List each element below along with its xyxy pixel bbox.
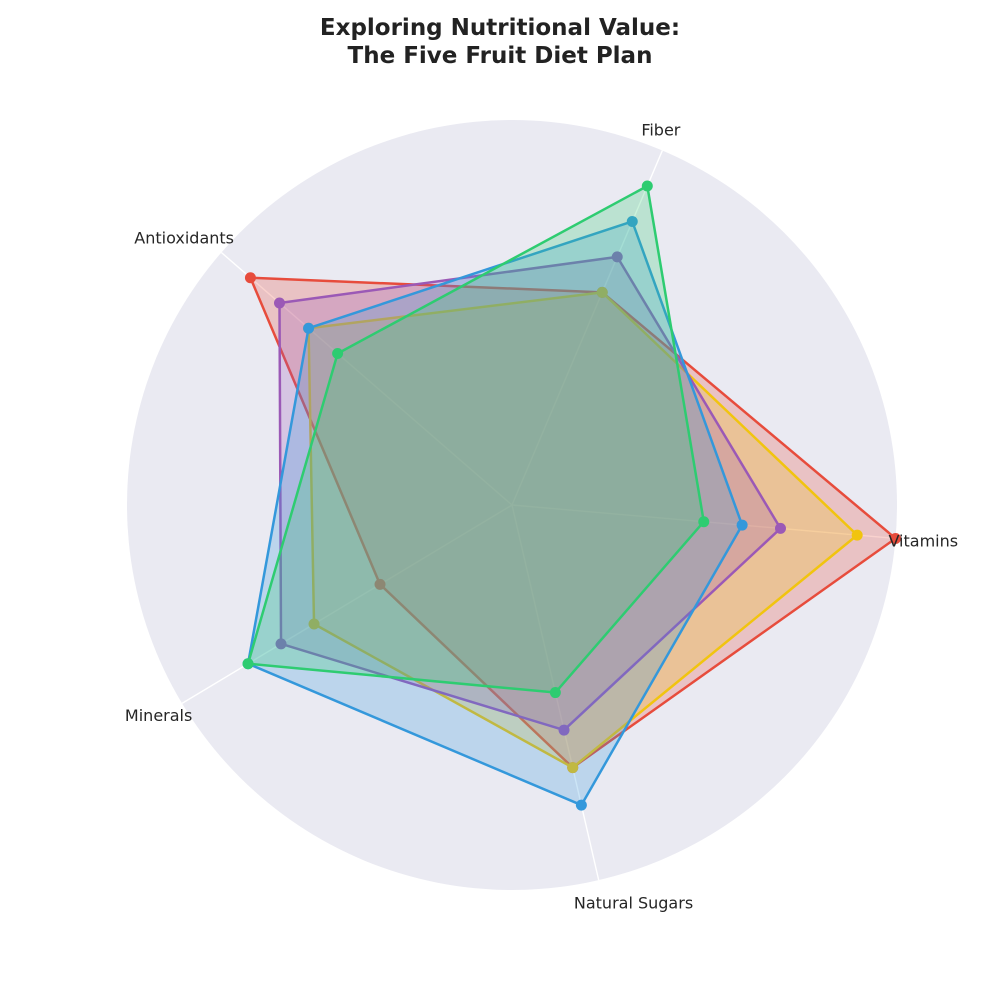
series-4-point-fiber xyxy=(626,215,638,227)
series-4-area xyxy=(248,221,743,806)
series-5-point-fiber xyxy=(641,180,653,192)
series-3-area xyxy=(279,256,781,731)
series-3 xyxy=(273,251,786,736)
axis-label-vitamins: Vitamins xyxy=(888,531,958,550)
series-3-point-natural-sugars xyxy=(558,724,570,736)
series-2-line xyxy=(307,291,859,769)
series-4-point-vitamins xyxy=(736,519,748,531)
series-layer xyxy=(242,180,902,811)
series-5-point-natural-sugars xyxy=(549,687,561,699)
series-4-line xyxy=(246,220,744,807)
axis-label-fiber: Fiber xyxy=(641,120,680,139)
chart-title: Exploring Nutritional Value: The Five Fr… xyxy=(319,15,681,69)
spoke-antioxidants xyxy=(220,251,513,506)
series-2-point-vitamins xyxy=(851,529,863,541)
axis-labels: Vitamins Fiber Antioxidants Minerals Natural… xyxy=(125,120,958,912)
series-3-point-fiber xyxy=(611,251,623,263)
series-2-point-minerals xyxy=(308,618,320,630)
series-4-point-natural-sugars xyxy=(575,799,587,811)
series-5-point-minerals xyxy=(242,658,254,670)
series-5-area xyxy=(248,186,704,693)
series-1-point-vitamins xyxy=(890,532,902,544)
series-2-point-natural-sugars xyxy=(567,762,579,774)
series-4-point-antioxidants xyxy=(303,322,315,334)
series-3-line xyxy=(278,255,782,732)
series-3-point-vitamins xyxy=(774,522,786,534)
spoke-minerals xyxy=(181,504,513,704)
spoke-fiber xyxy=(511,150,663,506)
series-3-point-antioxidants xyxy=(273,297,285,309)
series-4 xyxy=(242,215,748,811)
series-2-point-fiber xyxy=(596,286,608,298)
series-5-point-antioxidants xyxy=(332,347,344,359)
series-2-area xyxy=(308,292,858,768)
series-5-point-vitamins xyxy=(698,516,710,528)
axis-label-antioxidants: Antioxidants xyxy=(134,228,234,247)
series-1-area xyxy=(250,277,896,768)
series-1-point-antioxidants xyxy=(244,272,256,284)
axis-label-natural-sugars: Natural Sugars xyxy=(574,894,693,913)
series-3-point-minerals xyxy=(275,638,287,650)
series-5-line xyxy=(246,184,706,694)
series-5 xyxy=(242,180,710,699)
series-1-point-minerals xyxy=(374,578,386,590)
axis-label-minerals: Minerals xyxy=(125,706,192,725)
